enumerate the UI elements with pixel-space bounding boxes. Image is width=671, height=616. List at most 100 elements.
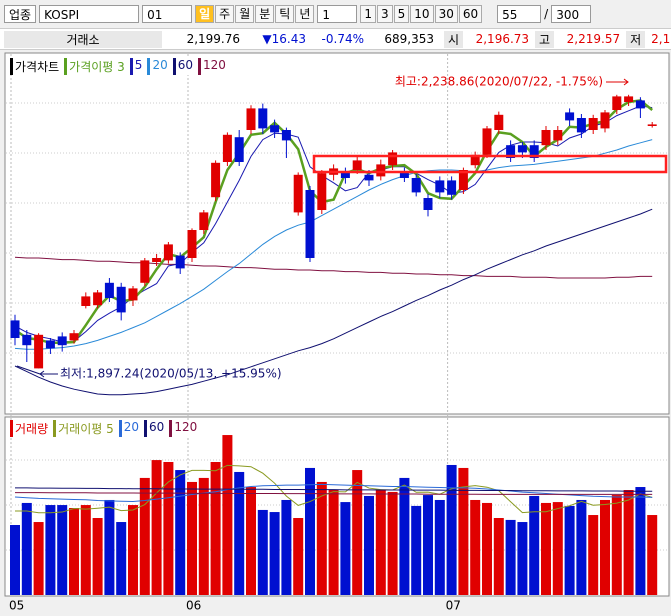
quote-bar: 거래소 2,199.76 ▼16.43 -0.74% 689,353 시 2,1… (0, 28, 671, 50)
volume-bar (210, 462, 221, 595)
volume-bar (257, 509, 268, 595)
price: 2,199.76 (186, 32, 240, 46)
volume-bar (33, 522, 44, 595)
change: ▼16.43 (262, 32, 306, 46)
candle-body (81, 296, 91, 306)
interval-button[interactable]: 5 (393, 5, 410, 23)
volume-bar (423, 495, 433, 595)
change-pct: -0.74% (321, 32, 364, 46)
candle-body (435, 180, 445, 193)
price-legend: 가격차트 가격이평 3 5 20 60 120 (10, 58, 226, 75)
volume-average (14, 483, 653, 503)
volume-bar (175, 470, 186, 595)
candle-body (364, 174, 374, 181)
volume-bar (446, 464, 457, 595)
highlight-box (312, 154, 668, 174)
volume-bar (222, 435, 233, 595)
separator: / (544, 7, 549, 21)
volume-bar (21, 502, 32, 595)
interval-button[interactable]: 60 (458, 5, 483, 23)
candle-body (187, 230, 197, 258)
period-button[interactable]: 주 (215, 5, 235, 23)
unit-select[interactable]: 1 (317, 5, 358, 23)
volume-bar (529, 495, 540, 595)
total-input[interactable]: 300 (551, 5, 592, 23)
low-annotation: 최저:1,897.24(2020/05/13, +15.95%) (60, 367, 282, 381)
period-button[interactable]: 일 (195, 5, 215, 23)
open: 2,196.73 (475, 32, 530, 46)
period-button[interactable]: 분 (255, 5, 275, 23)
candle-body (423, 198, 433, 210)
volume-bar (10, 525, 20, 595)
candle-body (470, 154, 480, 166)
volume-bar (493, 518, 504, 595)
volume-bar (246, 487, 256, 595)
volume-bar (458, 467, 469, 595)
volume-bar (293, 518, 304, 595)
candle-body (458, 170, 468, 190)
count-input[interactable]: 55 (497, 5, 542, 23)
volume-bar (600, 499, 610, 595)
volume-bar (387, 491, 398, 595)
legend-entry: 가격이평 3 (64, 58, 125, 75)
volume-bar (187, 481, 197, 595)
period-button[interactable]: 년 (295, 5, 315, 23)
candle-body (447, 180, 457, 195)
volume-bar (234, 471, 245, 595)
candle-body (388, 152, 398, 166)
high-label: 고 (535, 30, 555, 48)
interval-button[interactable]: 30 (434, 5, 458, 23)
period-button[interactable]: 월 (235, 5, 255, 23)
volume-bar (316, 481, 327, 595)
volume-bar (647, 515, 658, 595)
market-select[interactable]: 업종 (4, 5, 37, 23)
interval-button[interactable]: 10 (410, 5, 434, 23)
candle-body (565, 112, 575, 121)
candle-body (69, 333, 79, 341)
volume-bar (588, 515, 599, 595)
volume-bar (576, 499, 587, 595)
candle-body (246, 108, 256, 130)
period-button[interactable]: 틱 (275, 5, 295, 23)
volume-legend: 거래량 거래이평 5 20 60 120 (10, 420, 198, 437)
volume-average (15, 492, 653, 495)
candle-body (376, 164, 386, 177)
high: 2,219.57 (566, 32, 621, 46)
code-input[interactable]: KOSPI (39, 5, 140, 23)
legend-title: 거래량 (10, 420, 48, 437)
volume-bar (552, 502, 563, 595)
volume-bar (564, 505, 575, 595)
candle-body (305, 190, 315, 258)
legend-title: 가격차트 (10, 58, 59, 75)
candle-body (211, 162, 221, 198)
volume-bar (269, 512, 280, 595)
moving-average (14, 208, 653, 396)
candle-body (57, 336, 67, 346)
interval-button[interactable]: 3 (377, 5, 393, 23)
low-label: 저 (626, 30, 646, 48)
volume-bar (635, 487, 646, 595)
candle-body (576, 118, 586, 133)
volume-bar (541, 502, 551, 595)
candle-body (163, 244, 173, 261)
number-input[interactable]: 01 (142, 5, 193, 23)
candle-body (104, 282, 114, 298)
volume-bar (505, 519, 516, 595)
legend-entry: 5 (129, 58, 142, 75)
volume-bar (470, 499, 481, 595)
candle-body (612, 96, 622, 110)
volume-bar (163, 462, 174, 595)
interval-button[interactable]: 1 (360, 5, 377, 23)
low: 2,1 (651, 32, 671, 46)
candle-body (270, 125, 280, 133)
candle-body (541, 130, 551, 146)
legend-entry: 거래이평 5 (53, 420, 114, 437)
candle-body (588, 118, 598, 130)
volume-bar (482, 502, 492, 595)
volume-bar (139, 477, 150, 595)
candle-body (281, 130, 291, 141)
volume-average (15, 487, 653, 492)
